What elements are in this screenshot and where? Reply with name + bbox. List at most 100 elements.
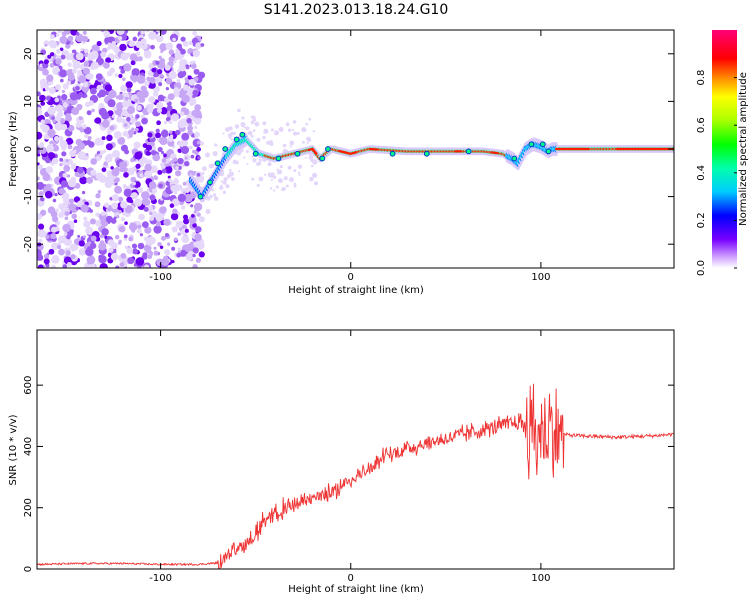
- noise-blob: [49, 62, 55, 68]
- noise-blob: [98, 255, 107, 264]
- halo-blob: [212, 151, 218, 157]
- halo-blob: [270, 128, 274, 132]
- noise-blob: [96, 41, 102, 47]
- noise-blob: [165, 87, 169, 91]
- snr-xtick-label: 100: [531, 573, 550, 584]
- noise-blob: [195, 174, 205, 183]
- noise-blob: [151, 67, 157, 73]
- halo-blob: [230, 138, 233, 141]
- noise-blob: [180, 145, 190, 155]
- noise-blob: [63, 164, 71, 172]
- halo-blob: [284, 187, 287, 191]
- noise-blob: [83, 216, 88, 221]
- noise-blob: [152, 153, 161, 162]
- noise-blob: [51, 242, 59, 250]
- noise-blob: [103, 30, 111, 38]
- noise-blob: [148, 96, 156, 104]
- noise-blob: [182, 214, 189, 220]
- noise-blob: [110, 166, 114, 170]
- noise-blob: [136, 75, 146, 84]
- noise-blob: [194, 104, 202, 111]
- halo-blob: [235, 160, 239, 165]
- noise-blob: [113, 178, 118, 183]
- noise-blob: [144, 264, 150, 268]
- noise-blob: [177, 157, 184, 165]
- noise-blob: [62, 223, 71, 233]
- noise-blob: [44, 190, 53, 199]
- halo-blob: [298, 173, 301, 176]
- noise-blob: [176, 43, 183, 50]
- noise-blob: [148, 31, 157, 40]
- noise-blob: [123, 123, 128, 127]
- noise-blob: [177, 119, 186, 129]
- noise-blob: [110, 252, 119, 261]
- noise-blob: [190, 63, 197, 69]
- noise-blob: [139, 233, 144, 237]
- noise-blob: [192, 253, 196, 258]
- noise-blob: [157, 94, 165, 102]
- figure-title: S141.2023.013.18.24.G10: [264, 2, 449, 18]
- colorbar-tick-label: 0.0: [696, 260, 707, 276]
- noise-blob: [90, 235, 97, 242]
- noise-blob: [135, 104, 142, 111]
- halo-blob: [239, 148, 244, 153]
- noise-blob: [48, 87, 56, 95]
- noise-blob: [193, 109, 202, 119]
- noise-blob: [114, 73, 119, 78]
- noise-blob: [164, 165, 173, 174]
- noise-blob: [101, 119, 110, 128]
- halo-blob: [237, 108, 241, 113]
- halo-blob: [250, 134, 254, 138]
- noise-blob: [191, 214, 195, 218]
- noise-blob: [168, 70, 177, 80]
- ridge-node: [423, 150, 430, 157]
- noise-blob: [184, 156, 188, 160]
- halo-blob: [243, 156, 246, 159]
- noise-blob: [122, 100, 130, 108]
- noise-blob: [128, 40, 135, 47]
- colorbar-tick-label: 0.2: [696, 212, 707, 228]
- noise-blob: [100, 30, 105, 33]
- noise-blob: [103, 149, 107, 153]
- spectrogram-ytick-label: -10: [23, 188, 34, 204]
- colorbar-tick-label: 0.4: [696, 165, 707, 181]
- noise-blob: [137, 186, 144, 193]
- halo-blob: [252, 117, 257, 122]
- halo-blob: [293, 185, 297, 188]
- noise-blob: [158, 55, 162, 59]
- halo-blob: [313, 181, 319, 186]
- halo-blob: [287, 128, 292, 132]
- noise-blob: [80, 204, 89, 213]
- noise-blob: [141, 191, 150, 200]
- spectrogram-ytick-label: 10: [23, 95, 34, 108]
- ridge-node: [275, 155, 282, 162]
- noise-blob: [77, 234, 81, 238]
- noise-blob: [108, 89, 117, 99]
- noise-blob: [47, 54, 52, 59]
- noise-blob: [59, 157, 64, 162]
- noise-blob: [37, 164, 43, 170]
- noise-blob: [129, 117, 136, 124]
- noise-blob: [169, 203, 175, 208]
- noise-blob: [40, 209, 47, 216]
- halo-blob: [292, 120, 297, 124]
- noise-blob: [38, 238, 43, 243]
- noise-blob: [187, 125, 194, 132]
- noise-blob: [123, 172, 129, 178]
- halo-blob: [251, 155, 254, 158]
- noise-blob: [37, 176, 40, 181]
- noise-blob: [167, 93, 175, 101]
- halo-blob: [289, 145, 292, 148]
- noise-blob: [156, 120, 161, 126]
- noise-blob: [58, 188, 66, 195]
- noise-blob: [61, 89, 66, 94]
- spectrogram-ytick-label: -20: [23, 236, 34, 252]
- noise-blob: [86, 110, 92, 116]
- noise-blob: [192, 49, 201, 58]
- noise-blob: [51, 157, 59, 165]
- noise-blob: [52, 198, 57, 203]
- noise-blob: [181, 132, 190, 141]
- noise-blob: [111, 202, 119, 210]
- halo-blob: [306, 141, 309, 145]
- halo-blob: [263, 128, 269, 134]
